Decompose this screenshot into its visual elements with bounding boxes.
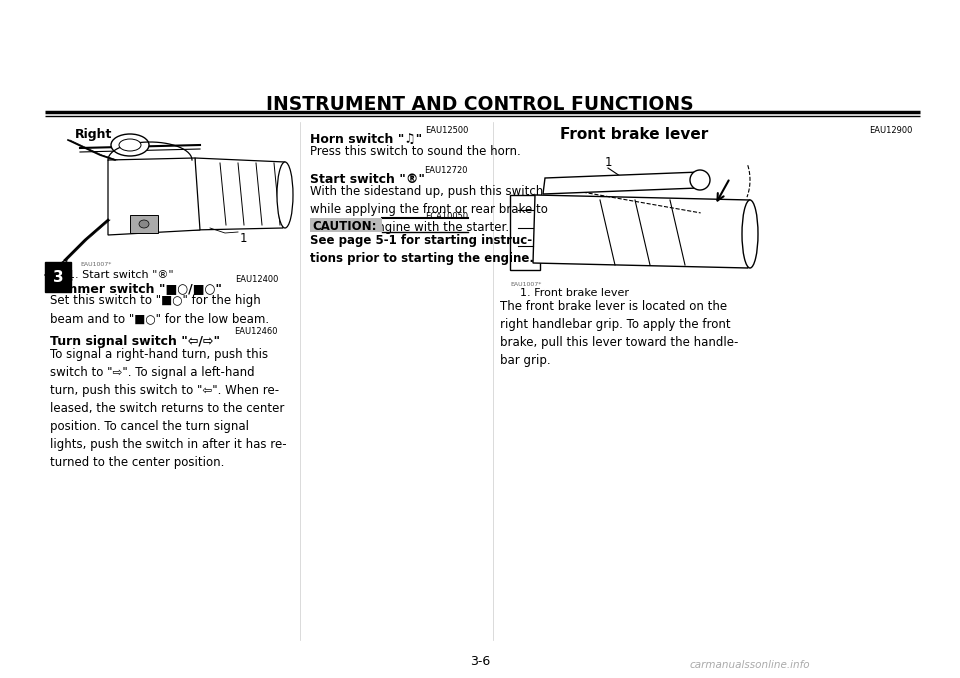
Text: To signal a right-hand turn, push this
switch to "⇨". To signal a left-hand
turn: To signal a right-hand turn, push this s… xyxy=(50,348,287,469)
Text: Dimmer switch "■○/■○": Dimmer switch "■○/■○" xyxy=(50,282,222,295)
Text: CAUTION:: CAUTION: xyxy=(312,220,376,233)
Text: 1: 1 xyxy=(240,232,248,245)
Text: carmanualssonline.info: carmanualssonline.info xyxy=(689,660,810,670)
Text: 3: 3 xyxy=(53,269,63,285)
Text: EAU12400: EAU12400 xyxy=(234,275,278,284)
Text: 1. Front brake lever: 1. Front brake lever xyxy=(520,288,629,298)
Text: Right: Right xyxy=(75,128,112,141)
Text: 3-6: 3-6 xyxy=(469,655,491,668)
Bar xyxy=(45,262,71,292)
Ellipse shape xyxy=(139,220,149,228)
Polygon shape xyxy=(533,195,750,268)
Text: EAU1007*: EAU1007* xyxy=(510,282,541,287)
Ellipse shape xyxy=(277,162,293,228)
Ellipse shape xyxy=(742,200,758,268)
Text: 1. Start switch "®": 1. Start switch "®" xyxy=(68,270,174,280)
Text: EAU12720: EAU12720 xyxy=(424,166,468,175)
Bar xyxy=(130,215,158,233)
Text: The front brake lever is located on the
right handlebar grip. To apply the front: The front brake lever is located on the … xyxy=(500,300,738,367)
Text: INSTRUMENT AND CONTROL FUNCTIONS: INSTRUMENT AND CONTROL FUNCTIONS xyxy=(266,96,694,115)
Text: EAU12900: EAU12900 xyxy=(869,126,912,135)
Text: With the sidestand up, push this switch
while applying the front or rear brake t: With the sidestand up, push this switch … xyxy=(310,185,548,234)
Text: EAU12500: EAU12500 xyxy=(424,126,468,135)
Polygon shape xyxy=(108,158,200,235)
Text: EAU12460: EAU12460 xyxy=(234,327,278,336)
Bar xyxy=(310,218,382,232)
Text: Set this switch to "■○" for the high
beam and to "■○" for the low beam.: Set this switch to "■○" for the high bea… xyxy=(50,294,269,325)
Text: See page 5-1 for starting instruc-
tions prior to starting the engine.: See page 5-1 for starting instruc- tions… xyxy=(310,234,534,265)
Polygon shape xyxy=(510,195,540,270)
Text: Horn switch "♫": Horn switch "♫" xyxy=(310,133,422,146)
Text: Start switch "®": Start switch "®" xyxy=(310,173,425,186)
Text: Turn signal switch "⇦/⇨": Turn signal switch "⇦/⇨" xyxy=(50,335,220,348)
Ellipse shape xyxy=(690,170,710,190)
Text: ECA10050: ECA10050 xyxy=(425,212,468,221)
Text: Press this switch to sound the horn.: Press this switch to sound the horn. xyxy=(310,145,520,158)
Polygon shape xyxy=(543,172,700,194)
Text: EAU1007*: EAU1007* xyxy=(80,262,111,267)
Polygon shape xyxy=(193,158,285,230)
Text: Front brake lever: Front brake lever xyxy=(560,127,708,142)
Ellipse shape xyxy=(111,134,149,156)
Ellipse shape xyxy=(119,139,141,151)
Text: 1: 1 xyxy=(604,155,612,169)
